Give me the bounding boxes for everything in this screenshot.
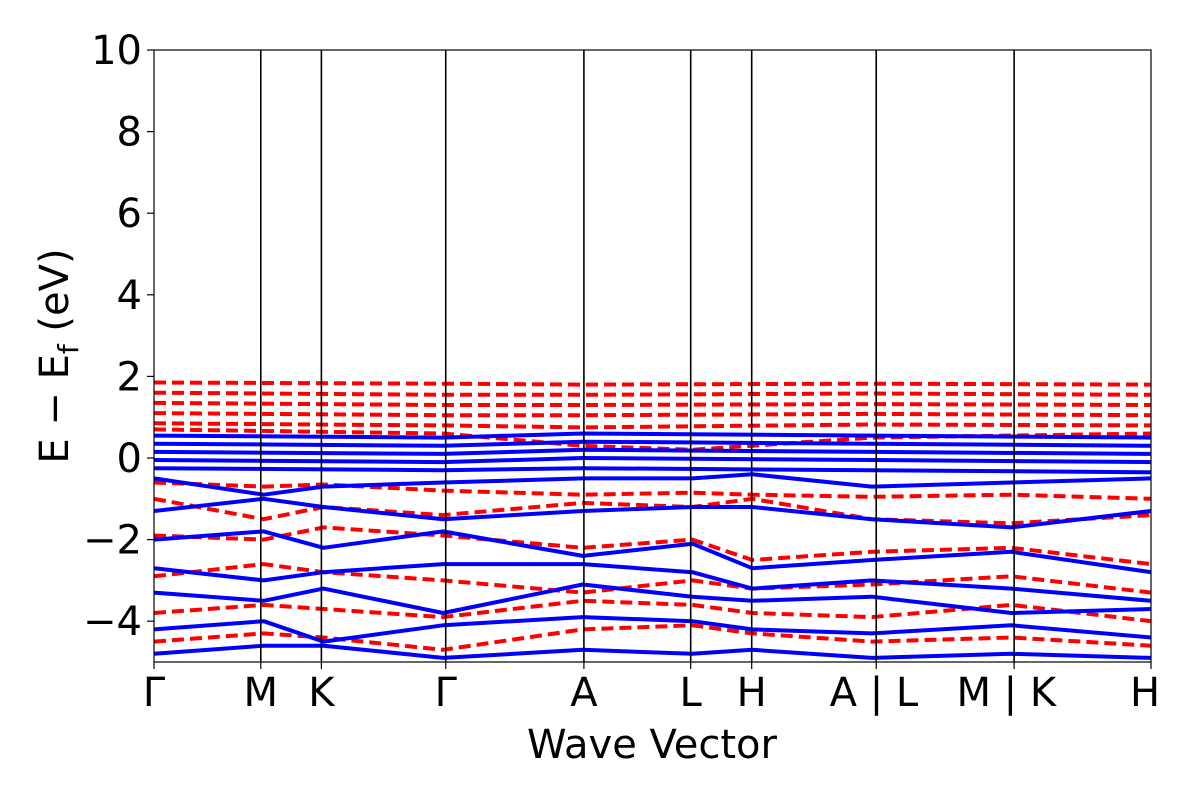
y-tick-label: 2 — [117, 354, 142, 400]
solid-band-line — [154, 615, 1151, 644]
solid-band-line — [154, 562, 1151, 603]
plot-frame — [153, 49, 1152, 663]
solid-band-line — [154, 439, 1151, 448]
x-tick-label: M | K — [956, 670, 1057, 716]
x-tick-label: A — [570, 670, 598, 716]
x-tick-label: H — [737, 670, 767, 716]
y-tick-label: 10 — [91, 28, 142, 74]
solid-band-line — [154, 466, 1151, 475]
solid-band-line — [154, 456, 1151, 465]
dashed-band-line — [154, 411, 1151, 418]
solid-band-line — [154, 472, 1151, 497]
x-tick-label: A | L — [830, 670, 919, 716]
solid-band-line — [154, 447, 1151, 456]
dashed-band-line — [154, 400, 1151, 407]
x-tick-label: Γ — [143, 670, 166, 716]
y-tick-label: 8 — [117, 110, 142, 156]
dashed-band-line — [154, 421, 1151, 430]
dashed-band-line — [154, 390, 1151, 397]
y-axis-label: E − Ef (eV) — [32, 248, 85, 463]
solid-band-line — [154, 643, 1151, 660]
y-tick-label: 0 — [117, 436, 142, 482]
kpoint-divider-lines — [259, 50, 1015, 662]
solid-band-line — [154, 496, 1151, 530]
solid-band-line — [154, 582, 1151, 615]
x-tick-label: L — [680, 670, 703, 716]
dashed-band-line — [154, 623, 1151, 652]
x-tick-label: K — [308, 670, 336, 716]
dashed-band-line — [154, 380, 1151, 387]
y-tick-label: 4 — [117, 273, 142, 319]
x-axis-label: Wave Vector — [527, 722, 778, 768]
band-lines — [154, 380, 1151, 660]
y-tick-label: −2 — [83, 518, 142, 564]
x-tick-label: Γ — [435, 670, 458, 716]
plot-area — [154, 50, 1151, 662]
y-axis-label-main: E − E — [32, 354, 78, 464]
y-axis-label-subscript: f — [52, 343, 85, 354]
x-tick-label: M — [244, 670, 279, 716]
y-tick-label: −4 — [83, 599, 142, 645]
solid-band-line — [154, 529, 1151, 575]
dashed-band-line — [154, 525, 1151, 567]
x-tick-label: H — [1130, 670, 1160, 716]
solid-band-line — [154, 431, 1151, 440]
y-axis-ticks: 10 8 6 4 2 0 −2 −4 — [83, 28, 154, 645]
dashed-band-line — [154, 496, 1151, 526]
y-tick-label: 6 — [117, 191, 142, 237]
y-axis-label-unit: (eV) — [32, 248, 78, 344]
